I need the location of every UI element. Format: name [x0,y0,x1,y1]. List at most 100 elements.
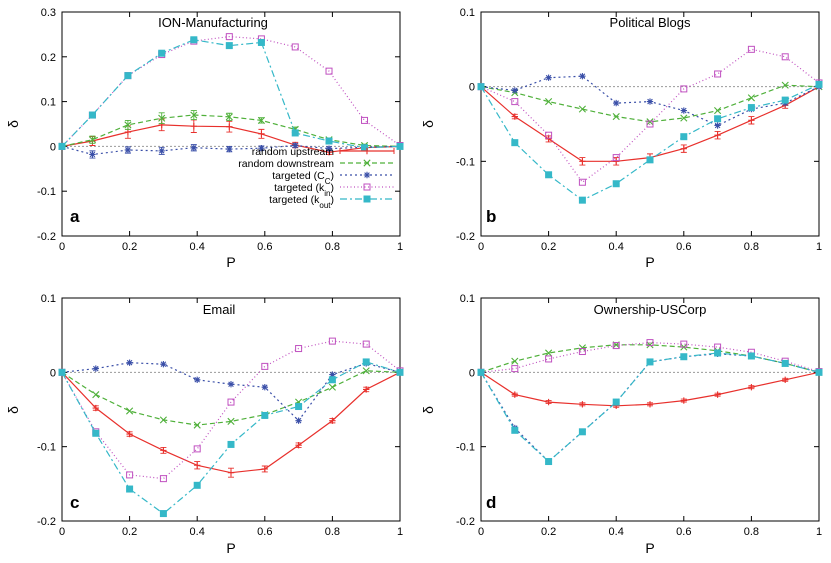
series-line [480,83,820,201]
x-tick-label: 0 [59,526,65,538]
panel-letter: c [70,493,79,512]
x-tick-label: 0 [478,241,484,253]
x-axis-label: P [645,540,654,556]
series-targeted-kin [58,337,404,483]
data-point [545,398,552,406]
x-tick-label: 0.6 [257,241,272,253]
data-point [261,362,269,370]
series-targeted-kout [477,80,823,204]
data-point [193,421,201,429]
series-line [61,144,401,156]
x-tick-label: 0 [59,241,65,253]
data-point [159,475,167,483]
data-point [511,365,519,373]
x-tick-label: 1 [816,241,822,253]
data-point [748,384,755,391]
data-point [158,114,166,122]
data-point [781,96,789,104]
series-line [480,341,820,373]
data-point [545,135,552,143]
x-tick-label: 1 [816,526,822,538]
x-tick-label: 0.6 [257,526,272,538]
data-point [295,441,302,449]
data-point [190,36,198,44]
panel-c: 0 0.2 0.4 0.6 0.8 1 -0.2 -0.1 0 0.1 Pδ Email c [5,293,404,556]
y-axis-label: δ [420,406,436,414]
legend-errorbar-cap [339,148,395,154]
data-point [227,440,235,448]
data-point [291,129,299,137]
data-point [126,430,133,438]
x-tick-label: 0.8 [744,241,759,253]
data-point [226,123,233,130]
data-point [511,87,518,94]
data-point [325,145,333,152]
data-point [545,171,553,179]
series-targeted-kin [477,45,823,186]
series-random-downstream [58,110,404,150]
data-point [226,145,233,153]
series-targeted-kout [477,349,823,466]
data-point [362,340,370,348]
data-point [511,98,519,106]
legend-marker [363,159,371,167]
data-point [646,339,654,347]
data-point [511,139,519,147]
data-point [781,359,789,367]
y-tick-label: 0.3 [41,7,56,19]
data-point [511,426,519,434]
legend-label: targeted (kin) [274,182,334,198]
series-line [61,114,401,147]
data-point [160,360,167,368]
y-tick-label: -0.2 [456,231,475,243]
data-point [612,342,620,350]
legend-marker [363,195,371,203]
panel-b: 0 0.2 0.4 0.6 0.8 1 -0.2 -0.1 0 0.1 Pδ Political Bl… [420,7,823,270]
data-point [225,33,233,41]
data-point [124,128,132,136]
data-point [292,142,299,149]
x-tick-label: 0.6 [676,526,691,538]
legend-marker [363,171,371,179]
data-point [362,358,370,366]
data-point [714,132,721,139]
data-point [329,417,336,424]
data-point [578,348,586,356]
data-point [58,368,66,376]
data-point [545,131,553,139]
data-point [291,43,299,51]
data-point [714,115,722,123]
data-point [227,398,235,406]
data-point [612,154,620,162]
data-point [258,130,265,138]
data-point [781,81,789,89]
data-point [579,73,586,80]
panel-letter: a [70,207,80,226]
data-point [295,345,303,353]
legend-entry-random-downstream: random downstream [238,158,394,170]
data-point [328,337,336,345]
data-point [680,85,688,93]
data-point [190,123,198,130]
data-point [227,381,235,388]
data-point [124,72,132,80]
series-line [61,35,401,147]
data-point [646,120,654,128]
data-point [680,340,688,348]
data-point [612,180,620,188]
data-point [545,74,552,81]
data-point [578,105,586,113]
data-point [680,107,687,114]
series-line [480,48,820,184]
data-point [579,401,586,408]
x-tick-label: 0.2 [541,526,556,538]
series-line [480,371,820,407]
data-point [579,158,586,165]
x-tick-label: 0.8 [744,526,759,538]
data-point [747,45,755,53]
x-tick-label: 0.4 [609,241,624,253]
plot-frame [480,11,820,237]
y-axis-label: δ [5,406,21,414]
data-point [646,401,654,408]
